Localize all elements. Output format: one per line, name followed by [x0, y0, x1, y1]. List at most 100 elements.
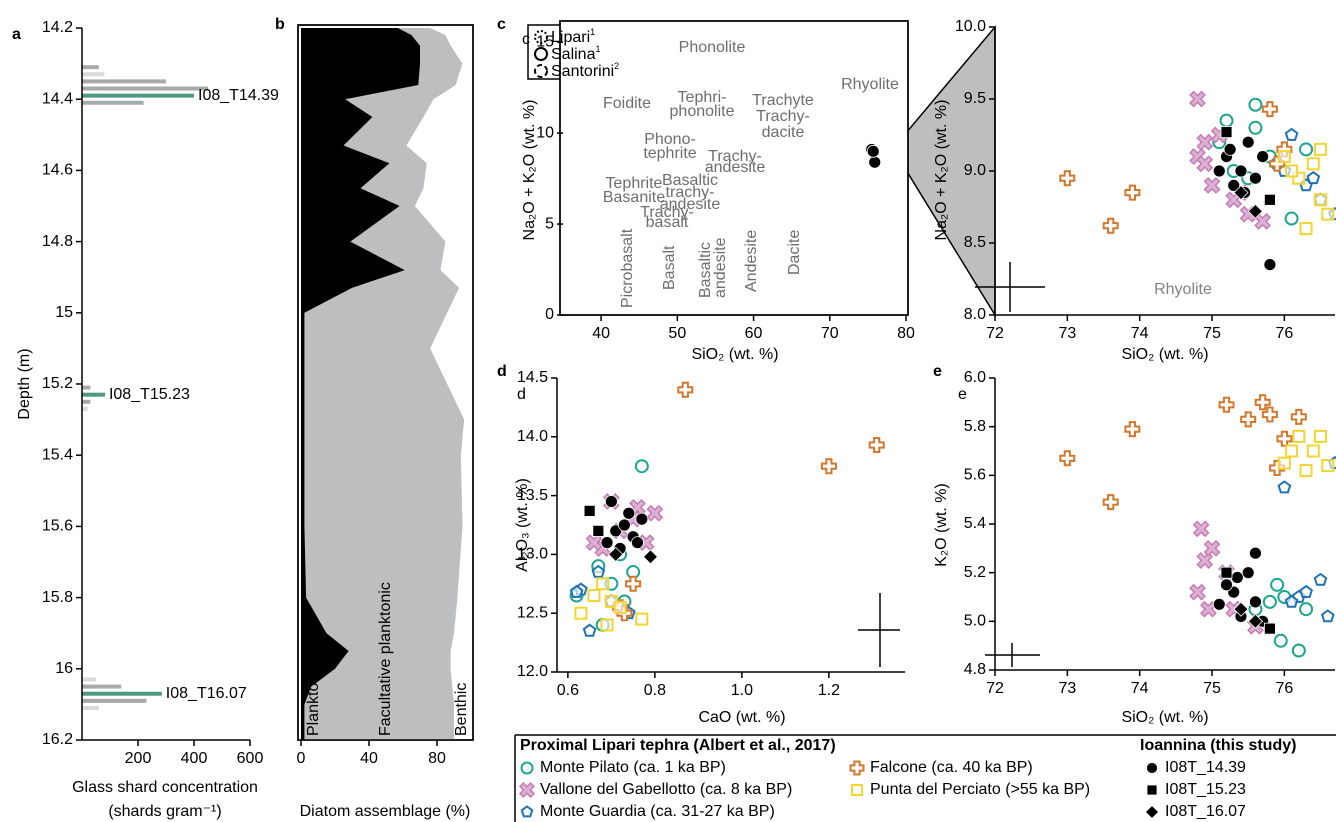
point [1290, 408, 1307, 425]
field-label: Dacite [786, 230, 803, 275]
legend-marker [520, 761, 534, 775]
x-tick-label: 0.8 [644, 682, 666, 699]
bar [82, 93, 194, 98]
bar [82, 72, 105, 77]
point [1285, 444, 1299, 458]
point [1291, 643, 1306, 658]
y-tick-label: 16 [55, 660, 73, 677]
sample-label: I08_T15.23 [109, 386, 190, 403]
point [1241, 566, 1255, 580]
y-axis-label: Depth (m) [16, 348, 33, 419]
x-tick-label: 50 [668, 325, 686, 342]
field-label: Basanite [603, 189, 665, 206]
legend-marker [1146, 762, 1158, 774]
y-tick-label: 8.5 [964, 234, 986, 251]
y-axis-label: Al₂O₃ (wt. %) [514, 478, 531, 572]
point [1256, 150, 1270, 164]
legend-label: Punta del Perciato (>55 ka BP) [870, 781, 1090, 798]
x-tick-label: 40 [360, 750, 378, 767]
field-label: Basaltic [662, 172, 718, 189]
field-label: Phono- [644, 131, 696, 148]
tas-legend-icon [534, 30, 548, 44]
area-label: Benthic [453, 683, 470, 736]
field-label: Trachy- [708, 148, 762, 165]
point [868, 437, 885, 453]
point [583, 504, 596, 517]
y-axis-label: K₂O (wt. %) [933, 483, 950, 567]
plot-frame [297, 24, 474, 741]
point [635, 512, 649, 526]
y-tick-label: 14.6 [42, 162, 73, 179]
x-tick-label: 40 [592, 325, 610, 342]
point [618, 518, 631, 532]
point [1189, 583, 1206, 601]
y-tick-label: 5.2 [964, 564, 986, 581]
bar [82, 406, 88, 411]
x-axis-label: CaO (wt. %) [698, 709, 785, 726]
legend-marker [520, 805, 534, 818]
point [1314, 193, 1328, 207]
point [1314, 142, 1328, 156]
y-axis-label: Na₂O + K₂O (wt. %) [521, 100, 538, 241]
point [1284, 211, 1299, 226]
field-label: dacite [762, 124, 805, 141]
y-tick-label: 5.0 [964, 613, 986, 630]
point [1285, 164, 1299, 178]
point [1248, 120, 1263, 135]
panel-sublabel: d [517, 386, 526, 403]
legend-title: Ioannina (this study) [1140, 737, 1296, 754]
y-tick-label: 6.0 [964, 369, 986, 386]
point [1262, 594, 1277, 609]
point [1321, 459, 1335, 473]
bar [82, 65, 99, 70]
y-tick-label: 10 [536, 124, 554, 141]
legend-title: Proximal Lipari tephra (Albert et al., 2… [520, 737, 836, 754]
panel-letter: a [12, 26, 21, 43]
point [1314, 429, 1328, 443]
area [301, 28, 420, 740]
point [1196, 133, 1214, 151]
point [592, 524, 605, 537]
field-label: Rhyolite [841, 76, 899, 93]
panel-letter: c [497, 16, 506, 33]
legend-label: I08T_16.07 [1165, 803, 1246, 820]
field-label: Foidite [603, 95, 651, 112]
point [1306, 157, 1320, 171]
x-axis-label: SiO₂ (wt. %) [691, 346, 778, 363]
point [1227, 178, 1241, 192]
y-tick-label: 16.2 [42, 731, 73, 748]
y-tick-label: 15.6 [42, 518, 73, 535]
point [622, 506, 636, 520]
legend-marker [1146, 784, 1158, 796]
point [820, 458, 837, 475]
field-label: tephrite [643, 145, 696, 162]
point [635, 612, 649, 626]
point [585, 534, 603, 552]
bar [82, 399, 91, 404]
point [1102, 494, 1119, 511]
tas-legend-label: Santorini2 [551, 61, 619, 80]
point [596, 577, 610, 591]
bar [82, 677, 96, 682]
y-tick-label: 15.8 [42, 589, 73, 606]
x-tick-label: 76 [1275, 680, 1293, 697]
field-label: trachy- [666, 184, 715, 201]
y-tick-label: 4.8 [964, 661, 986, 678]
y-tick-label: 15.2 [42, 375, 73, 392]
x-tick-label: 80 [428, 750, 446, 767]
point [1276, 430, 1293, 447]
point [1220, 578, 1233, 592]
point [569, 584, 584, 598]
y-tick-label: 14.0 [517, 428, 548, 445]
x-tick-label: 60 [745, 325, 763, 342]
panel-letter: d [497, 363, 507, 380]
bar [82, 705, 99, 710]
tas-legend-label: Lipari1 [551, 27, 595, 46]
point [646, 504, 664, 522]
point [1273, 633, 1288, 648]
field-label: Basaltic [697, 242, 714, 298]
point [1248, 97, 1263, 112]
point [600, 618, 614, 632]
point [1249, 171, 1262, 185]
legend-label: Monte Guardia (ca. 31-27 ka BP) [540, 803, 775, 820]
